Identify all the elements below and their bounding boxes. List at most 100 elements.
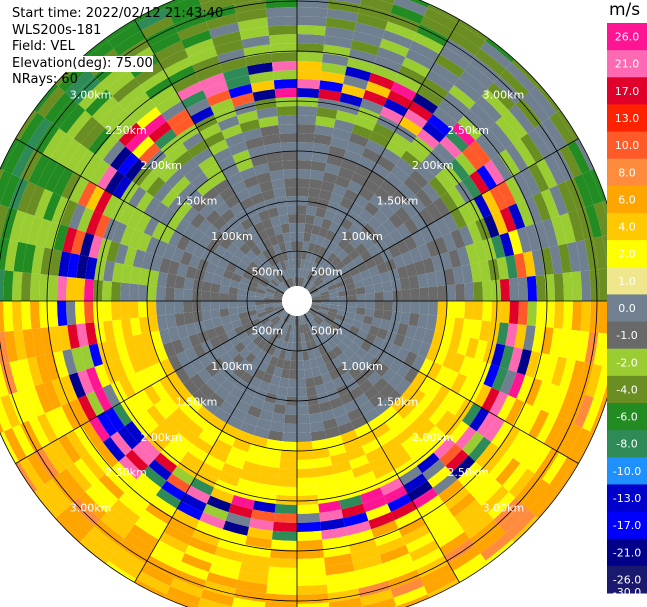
velocity-cell xyxy=(161,100,186,122)
velocity-cell xyxy=(106,506,135,532)
velocity-cell xyxy=(287,378,297,389)
velocity-cell xyxy=(184,419,204,437)
velocity-cell xyxy=(280,312,289,321)
velocity-cell xyxy=(520,439,544,469)
velocity-cell xyxy=(585,363,603,398)
velocity-cell xyxy=(458,203,476,226)
velocity-cell xyxy=(273,403,287,415)
velocity-cell xyxy=(405,48,435,70)
velocity-cell xyxy=(222,269,234,280)
velocity-cell xyxy=(390,81,417,101)
velocity-cell xyxy=(204,454,226,471)
velocity-cell xyxy=(457,461,483,487)
colorbar-segment xyxy=(607,457,647,485)
velocity-cell xyxy=(51,377,70,406)
velocity-cell xyxy=(379,477,404,496)
velocity-cell xyxy=(440,191,459,213)
velocity-cell xyxy=(28,416,51,448)
velocity-cell xyxy=(138,437,161,460)
velocity-cell xyxy=(166,0,201,16)
velocity-cell xyxy=(268,566,297,577)
velocity-cell xyxy=(229,313,240,323)
azimuth-line xyxy=(304,19,460,289)
velocity-cell xyxy=(497,181,517,208)
velocity-cell xyxy=(303,232,312,243)
velocity-cell xyxy=(146,405,166,426)
velocity-cell xyxy=(286,387,297,397)
velocity-cell xyxy=(335,175,351,189)
velocity-cell xyxy=(323,553,353,567)
velocity-cell xyxy=(450,352,466,373)
velocity-cell xyxy=(435,410,455,432)
velocity-cell xyxy=(117,152,139,176)
velocity-cell xyxy=(301,323,308,334)
velocity-cell xyxy=(80,452,106,480)
velocity-cell xyxy=(102,436,126,462)
velocity-cell xyxy=(229,279,240,289)
velocity-cell xyxy=(178,182,197,201)
velocity-cell xyxy=(325,570,357,585)
velocity-cell xyxy=(198,202,215,219)
velocity-cell xyxy=(323,276,334,285)
velocity-cell xyxy=(210,98,234,115)
velocity-cell xyxy=(336,384,350,397)
velocity-cell xyxy=(192,196,209,213)
velocity-cell xyxy=(357,479,380,496)
colorbar-segment xyxy=(607,430,647,458)
velocity-cell xyxy=(103,260,116,282)
velocity-cell xyxy=(66,110,92,139)
velocity-cell xyxy=(309,307,319,313)
velocity-cell xyxy=(392,333,406,348)
velocity-cell xyxy=(248,71,274,84)
velocity-cell xyxy=(117,426,139,450)
velocity-cell xyxy=(248,518,274,531)
velocity-cell xyxy=(124,486,151,510)
velocity-cell xyxy=(305,281,314,290)
velocity-cell xyxy=(448,334,462,353)
velocity-cell xyxy=(137,350,152,370)
velocity-cell xyxy=(174,275,186,290)
velocity-cell xyxy=(243,175,259,189)
velocity-cell xyxy=(464,63,494,90)
velocity-cell xyxy=(127,208,144,230)
velocity-cell xyxy=(297,575,327,586)
velocity-cell xyxy=(532,192,551,222)
velocity-cell xyxy=(423,571,458,595)
center-blank xyxy=(282,286,312,316)
velocity-cell xyxy=(254,491,277,504)
velocity-cell xyxy=(401,289,411,301)
velocity-cell xyxy=(118,84,146,110)
velocity-cell xyxy=(129,524,159,548)
velocity-cell xyxy=(265,287,276,294)
velocity-cell xyxy=(159,207,176,226)
colorbar-tick-label: 1.0 xyxy=(618,275,636,288)
colorbar-segment xyxy=(607,348,647,377)
velocity-cell xyxy=(12,301,23,331)
velocity-cell xyxy=(452,266,465,285)
velocity-cell xyxy=(311,298,321,301)
velocity-cell xyxy=(297,459,315,469)
velocity-cell xyxy=(315,235,326,247)
colorbar-tick-label: 21.0 xyxy=(615,58,640,71)
velocity-cell xyxy=(425,380,443,400)
velocity-cell xyxy=(325,314,336,322)
velocity-cell xyxy=(118,538,150,564)
velocity-cell xyxy=(0,394,21,428)
velocity-cell xyxy=(236,477,259,492)
velocity-cell xyxy=(361,438,381,455)
velocity-cell xyxy=(85,391,105,417)
velocity-cell xyxy=(536,413,558,444)
velocity-cell xyxy=(291,250,297,260)
velocity-cell xyxy=(276,485,297,496)
velocity-cell xyxy=(385,412,404,430)
velocity-cell xyxy=(278,124,297,134)
velocity-cell xyxy=(276,286,285,294)
velocity-cell xyxy=(349,236,362,249)
velocity-cell xyxy=(155,487,182,509)
velocity-cell xyxy=(244,205,258,218)
velocity-cell xyxy=(348,248,361,261)
velocity-cell xyxy=(557,389,577,421)
velocity-cell xyxy=(306,321,314,332)
velocity-cell xyxy=(297,250,303,260)
velocity-cell xyxy=(298,315,302,325)
